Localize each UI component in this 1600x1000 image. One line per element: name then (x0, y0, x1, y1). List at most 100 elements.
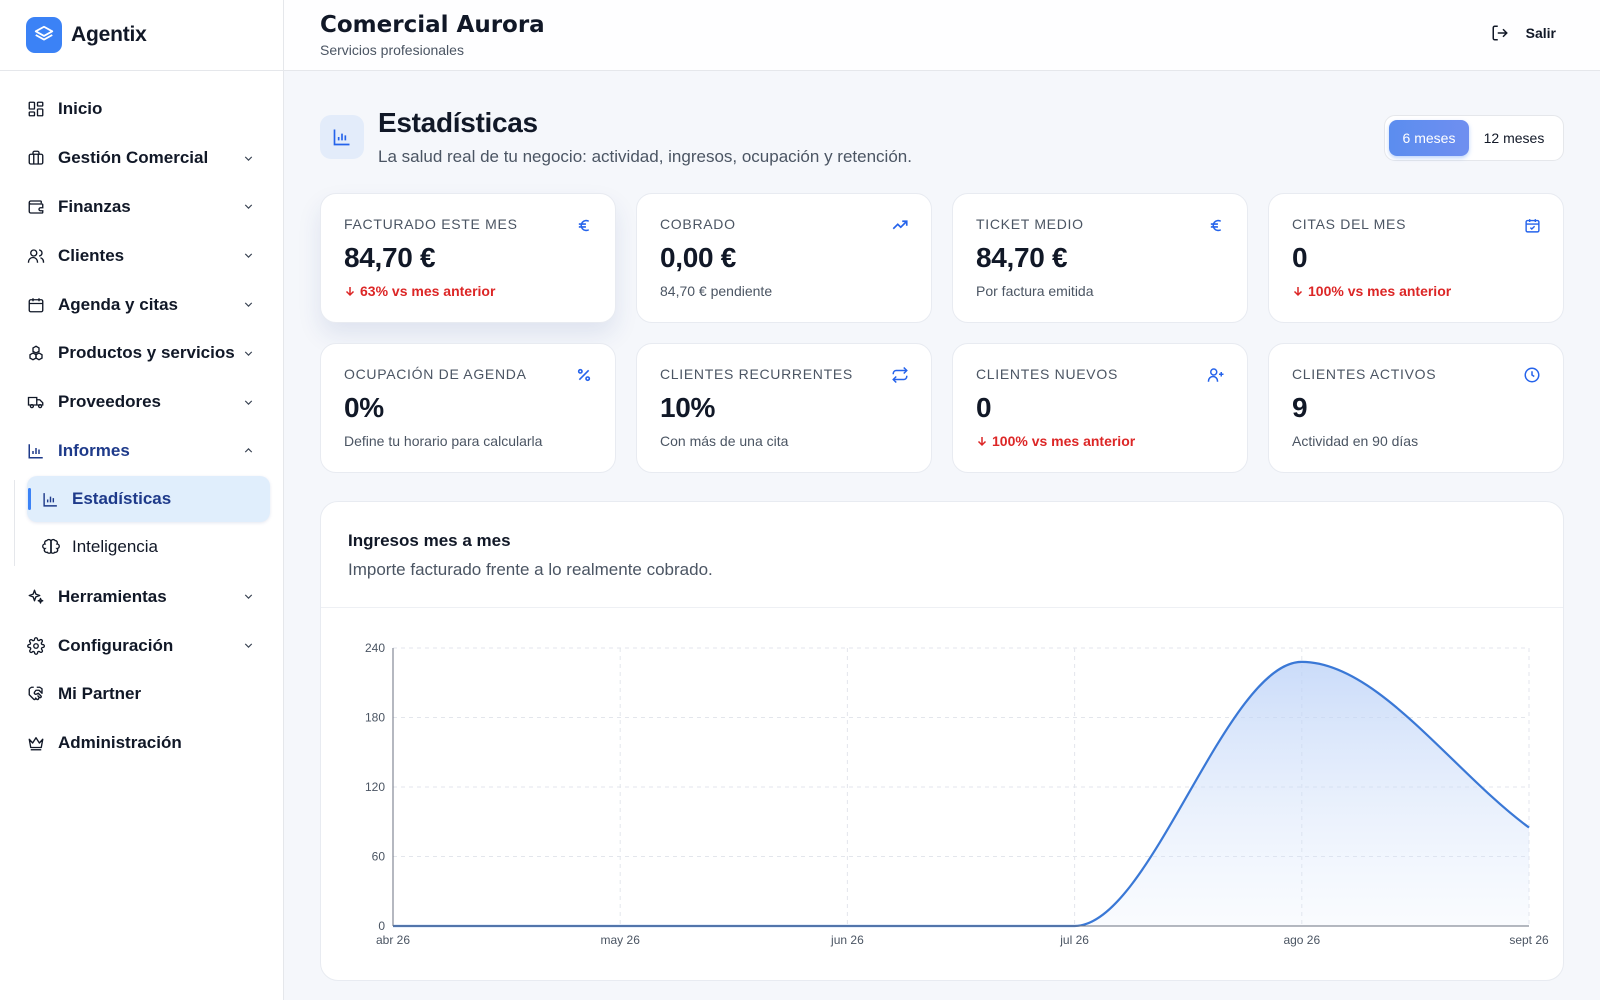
chart-subtitle: Importe facturado frente a lo realmente … (348, 560, 713, 579)
euro-icon (575, 216, 593, 234)
gear-icon (26, 636, 45, 655)
x-tick-label: sept 26 (1509, 933, 1549, 947)
clock-icon (1523, 366, 1541, 384)
chevron-down-icon (241, 151, 255, 165)
bar-chart-icon (26, 441, 45, 460)
trending-up-icon (891, 216, 909, 234)
revenue-chart-card: Ingresos mes a mes Importe facturado fre… (320, 501, 1564, 981)
kpi-value: 0 (1292, 242, 1308, 273)
kpi-note: Define tu horario para calcularla (344, 433, 543, 449)
y-tick-label: 60 (372, 850, 386, 864)
sidebar-item-configuracion[interactable]: Configuración (0, 621, 283, 670)
chevron-up-icon (241, 444, 255, 458)
kpi-card-facturado: Facturado este mes 84,70 € 63% vs mes an… (320, 193, 616, 323)
range-6-months-button[interactable]: 6 meses (1389, 120, 1469, 156)
kpi-note: Por factura emitida (976, 283, 1094, 299)
y-tick-label: 0 (378, 919, 385, 933)
kpi-value: 84,70 € (976, 242, 1068, 273)
kpi-note: Actividad en 90 días (1292, 433, 1419, 449)
sidebar-item-label: Informes (58, 440, 130, 460)
x-tick-label: ago 26 (1283, 933, 1320, 947)
kpi-label: Citas del mes (1292, 216, 1407, 232)
kpi-card-cobrado: Cobrado 0,00 € 84,70 € pendiente (636, 193, 932, 323)
crown-icon (26, 734, 45, 753)
chevron-down-icon (241, 249, 255, 263)
wallet-icon (26, 197, 45, 216)
sidebar-item-clientes[interactable]: Clientes (0, 231, 283, 280)
kpi-note: 100% vs mes anterior (992, 433, 1136, 449)
kpi-label: Clientes activos (1292, 366, 1437, 382)
layers-icon (26, 17, 62, 53)
kpi-card-citas: Citas del mes 0 100% vs mes anterior (1268, 193, 1564, 323)
sidebar-item-proveedores[interactable]: Proveedores (0, 378, 283, 427)
sidebar-item-mi-partner[interactable]: Mi Partner (0, 670, 283, 719)
kpi-value: 0,00 € (660, 242, 737, 273)
range-12-months-button[interactable]: 12 meses (1483, 130, 1545, 146)
handshake-icon (26, 685, 45, 704)
business-name: Comercial Aurora (320, 12, 545, 38)
y-tick-label: 240 (365, 641, 385, 655)
page-description: La salud real de tu negocio: actividad, … (378, 147, 912, 166)
kpi-trend: 63% vs mes anterior (344, 283, 592, 299)
x-tick-label: jul 26 (1059, 933, 1089, 947)
sidebar-item-label: Herramientas (58, 586, 167, 606)
kpi-label: Ticket medio (976, 216, 1084, 232)
kpi-label: Facturado este mes (344, 216, 518, 232)
arrow-down-icon (344, 285, 356, 297)
sidebar-item-label: Productos y servicios (58, 343, 235, 363)
informes-submenu: Estadísticas Inteligencia (0, 476, 283, 570)
series-area (393, 661, 1529, 926)
kpi-note: 63% vs mes anterior (360, 283, 496, 299)
chevron-down-icon (241, 298, 255, 312)
sidebar-item-label: Inicio (58, 99, 103, 119)
sidebar-item-inicio[interactable]: Inicio (0, 85, 283, 134)
sidebar-item-productos[interactable]: Productos y servicios (0, 329, 283, 378)
brand[interactable]: Agentix (0, 0, 283, 71)
euro-icon (1207, 216, 1225, 234)
user-plus-icon (1207, 366, 1225, 384)
sidebar-item-administracion[interactable]: Administración (0, 719, 283, 768)
kpi-card-ticket-medio: Ticket medio 84,70 € Por factura emitida (952, 193, 1248, 323)
kpi-label: Clientes nuevos (976, 366, 1118, 382)
kpi-label: Cobrado (660, 216, 736, 232)
sidebar-item-finanzas[interactable]: Finanzas (0, 183, 283, 232)
revenue-chart: 0 60 120 180 240 abr 26 may 26 jun 26 jul 26 ago … (365, 641, 1549, 947)
arrow-down-icon (1292, 285, 1304, 297)
sidebar-item-informes[interactable]: Informes (0, 427, 283, 476)
kpi-note: 84,70 € pendiente (660, 283, 773, 299)
range-toggle: 6 meses 12 meses (1384, 115, 1564, 161)
kpi-value: 84,70 € (344, 242, 436, 273)
sidebar-item-label: Configuración (58, 635, 174, 655)
bar-chart-icon (320, 115, 364, 159)
kpi-grid: Facturado este mes 84,70 € 63% vs mes an… (320, 193, 1564, 473)
sidebar-item-gestion-comercial[interactable]: Gestión Comercial (0, 134, 283, 183)
sidebar-item-herramientas[interactable]: Herramientas (0, 572, 283, 621)
calendar-icon (26, 295, 45, 314)
main-content: Estadísticas La salud real de tu negocio… (320, 71, 1564, 981)
kpi-trend: 100% vs mes anterior (976, 433, 1224, 449)
sidebar-subitem-label: Estadísticas (72, 489, 172, 509)
sidebar-item-label: Proveedores (58, 392, 161, 412)
logout-button[interactable]: Salir (1491, 24, 1556, 42)
y-tick-label: 180 (365, 711, 385, 725)
sparkles-icon (26, 587, 45, 606)
kpi-note: 100% vs mes anterior (1308, 283, 1452, 299)
sidebar-item-label: Gestión Comercial (58, 148, 209, 168)
users-icon (26, 246, 45, 265)
briefcase-icon (26, 149, 45, 168)
brain-icon (41, 538, 60, 557)
boxes-icon (26, 344, 45, 363)
business-type: Servicios profesionales (320, 42, 464, 58)
kpi-card-activos: Clientes activos 9 Actividad en 90 días (1268, 343, 1564, 473)
sidebar-item-agenda[interactable]: Agenda y citas (0, 280, 283, 329)
sidebar-subitem-inteligencia[interactable]: Inteligencia (27, 524, 270, 570)
kpi-value: 0 (976, 392, 992, 423)
chevron-down-icon (241, 639, 255, 653)
sidebar-item-label: Agenda y citas (58, 294, 178, 314)
kpi-value: 9 (1292, 392, 1308, 423)
x-tick-label: abr 26 (376, 933, 410, 947)
sidebar-subitem-estadisticas[interactable]: Estadísticas (27, 476, 270, 523)
sidebar-item-label: Administración (58, 733, 182, 753)
kpi-value: 0% (344, 392, 384, 423)
kpi-note: Con más de una cita (660, 433, 789, 449)
